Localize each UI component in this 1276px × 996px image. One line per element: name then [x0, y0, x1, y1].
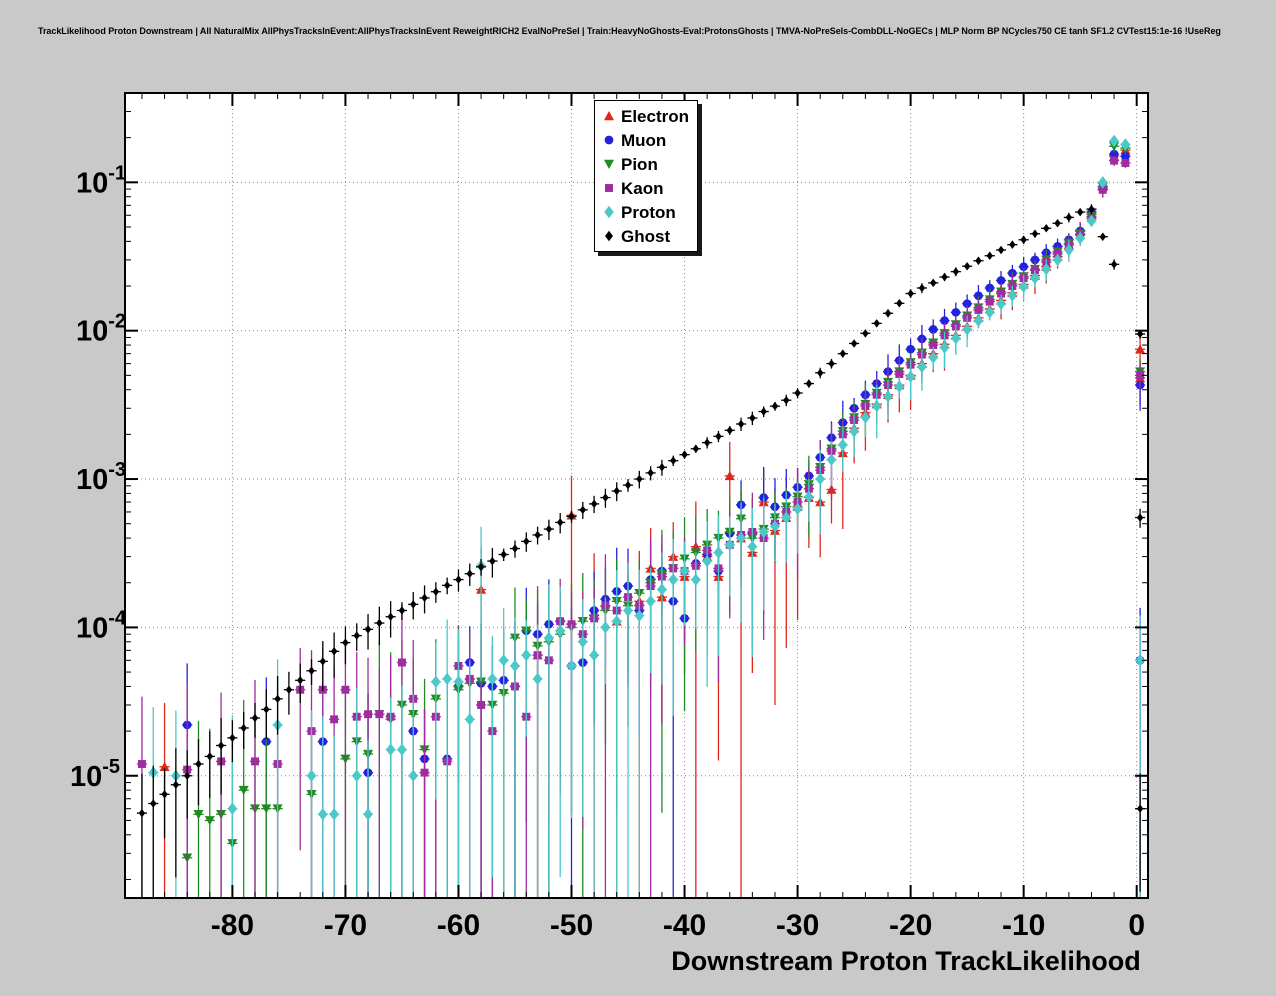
- ghost-marker-icon: [605, 230, 613, 242]
- legend-label: Muon: [621, 130, 667, 150]
- legend-item-proton: Proton: [597, 200, 689, 224]
- x-tick-label: -40: [663, 909, 706, 942]
- legend-marker: [597, 202, 621, 222]
- y-tick-label: 10-4: [76, 607, 127, 644]
- legend-marker: [597, 106, 621, 126]
- grid: [125, 93, 1148, 898]
- y-tick-label: 10-2: [76, 311, 126, 348]
- legend: Electron Muon Pion Kaon Proton Ghost: [594, 100, 699, 252]
- x-tick-label: -10: [1002, 909, 1045, 942]
- x-axis-title: Downstream Proton TrackLikelihood: [671, 946, 1141, 976]
- electron-marker-icon: [604, 111, 614, 121]
- x-tick-label: -80: [211, 909, 254, 942]
- y-tick-label: 10-5: [70, 756, 120, 793]
- muon-marker-icon: [604, 135, 614, 145]
- legend-item-ghost: Ghost: [597, 224, 689, 248]
- x-tick-label: -20: [889, 909, 932, 942]
- y-tick-label: 10-3: [76, 459, 126, 496]
- pion-marker-icon: [604, 159, 614, 169]
- legend-label: Pion: [621, 154, 658, 174]
- legend-marker: [597, 154, 621, 174]
- plot-frame: [124, 92, 1149, 899]
- legend-item-electron: Electron: [597, 104, 689, 128]
- legend-marker: [597, 130, 621, 150]
- legend-marker: [597, 226, 621, 246]
- axis-ticks: [125, 92, 1148, 898]
- x-tick-label: -60: [437, 909, 480, 942]
- x-tick-label: -30: [776, 909, 819, 942]
- legend-marker: [597, 178, 621, 198]
- legend-item-muon: Muon: [597, 128, 689, 152]
- legend-label: Kaon: [621, 178, 664, 198]
- series-ghost: [136, 204, 1146, 898]
- x-tick-label: -50: [550, 909, 593, 942]
- legend-item-kaon: Kaon: [597, 176, 689, 200]
- plot-title: TrackLikelihood Proton Downstream | All …: [38, 26, 1221, 36]
- kaon-marker-icon: [605, 184, 613, 192]
- x-tick-label: 0: [1128, 909, 1145, 942]
- proton-marker-icon: [604, 205, 614, 219]
- legend-item-pion: Pion: [597, 152, 689, 176]
- y-tick-label: 10-1: [76, 162, 126, 199]
- tick-labels: -80 -70 -60 -50 -40 -30 -20 -10 0 10-1 10-2 10-3 10-…: [70, 162, 1145, 942]
- legend-label: Ghost: [621, 226, 671, 246]
- legend-label: Proton: [621, 202, 676, 222]
- legend-label: Electron: [621, 106, 690, 126]
- x-tick-label: -70: [324, 909, 367, 942]
